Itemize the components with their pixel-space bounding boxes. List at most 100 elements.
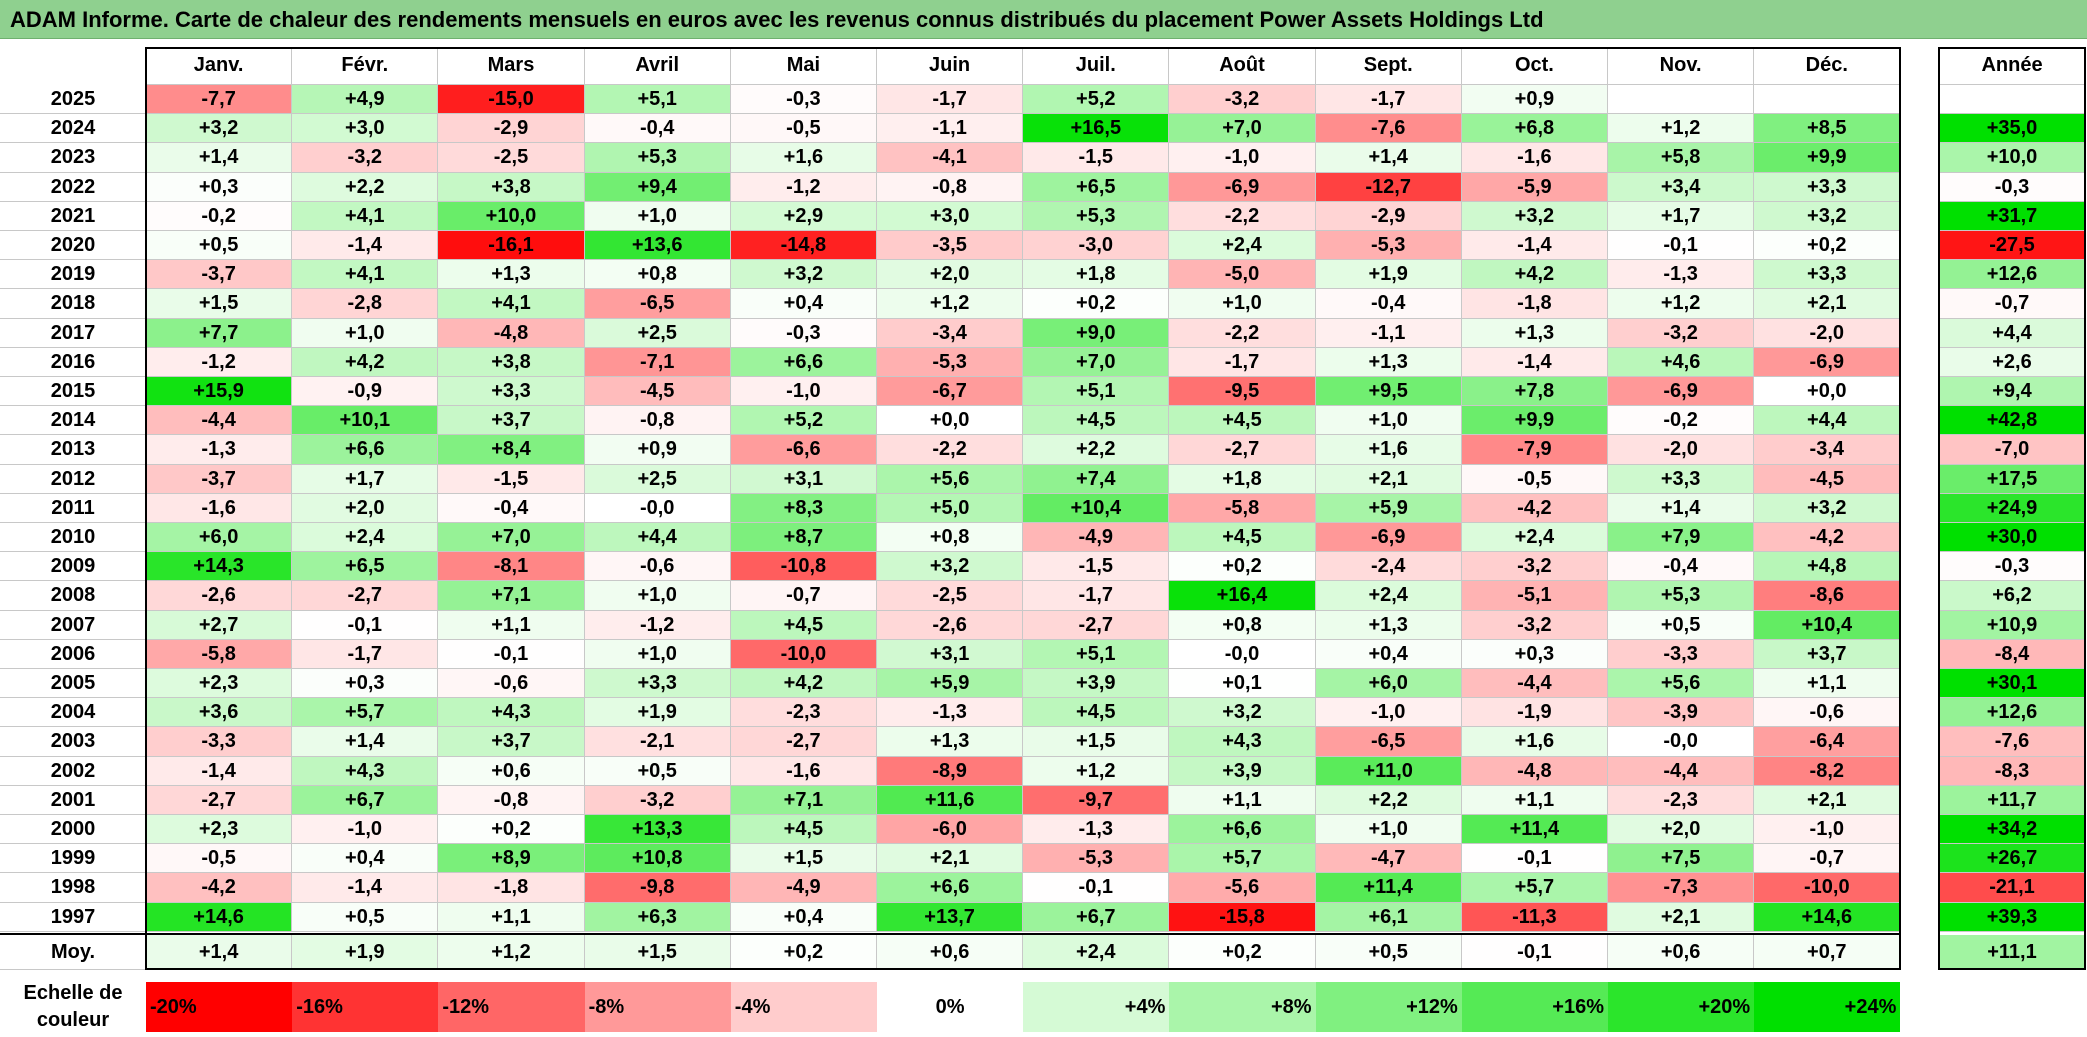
heatmap-cell: +4,6 (1608, 347, 1755, 377)
heatmap-cell: -3,2 (1461, 610, 1608, 640)
annual-cell: -21,1 (1939, 873, 2086, 903)
annual-cell: +10,0 (1939, 143, 2086, 173)
heatmap-cell: -1,4 (1461, 231, 1608, 261)
annual-cell: +42,8 (1939, 406, 2086, 436)
heatmap-cell: +7,0 (438, 523, 585, 553)
average-cell: +1,5 (584, 934, 731, 970)
heatmap-cell: -7,7 (146, 85, 293, 115)
heatmap-cell: -1,5 (1023, 552, 1170, 582)
heatmap-cell: -5,3 (1315, 231, 1462, 261)
average-cell: +2,4 (1023, 934, 1170, 970)
heatmap-cell: +1,5 (1023, 727, 1170, 757)
color-scale-swatch: -16% (292, 982, 439, 1032)
heatmap-cell: +2,1 (877, 844, 1024, 874)
row-year-label: 1998 (0, 873, 146, 903)
annual-cell: -8,4 (1939, 639, 2086, 669)
heatmap-cell: -4,8 (1461, 756, 1608, 786)
heatmap-cell: -2,3 (730, 698, 877, 728)
heatmap-cell: +2,0 (877, 260, 1024, 290)
heatmap-cell: +3,3 (1608, 464, 1755, 494)
heatmap-cell: +3,3 (1754, 172, 1901, 202)
heatmap-cell: +0,2 (438, 815, 585, 845)
heatmap-cell: +3,2 (1754, 493, 1901, 523)
heatmap-cell: +4,3 (438, 698, 585, 728)
heatmap-cell: +9,0 (1023, 318, 1170, 348)
heatmap-cell: +6,6 (292, 435, 439, 465)
heatmap-cell: -1,7 (292, 639, 439, 669)
average-cell: +1,9 (292, 934, 439, 970)
annual-cell: +11,7 (1939, 785, 2086, 815)
heatmap-cell: +3,8 (438, 347, 585, 377)
heatmap-cell: +2,4 (1315, 581, 1462, 611)
heatmap-cell: -2,9 (1315, 201, 1462, 231)
annual-cell: +10,9 (1939, 610, 2086, 640)
average-cell: +1,4 (146, 934, 293, 970)
heatmap-cell: +4,1 (292, 260, 439, 290)
row-year-label: 2000 (0, 815, 146, 845)
heatmap-cell: +6,6 (877, 873, 1024, 903)
heatmap-cell: -3,2 (292, 143, 439, 173)
heatmap-cell: +1,7 (1608, 201, 1755, 231)
heatmap-cell: -0,4 (1315, 289, 1462, 319)
heatmap-cell: +1,3 (438, 260, 585, 290)
annual-cell: -0,3 (1939, 172, 2086, 202)
heatmap-cell: +0,5 (146, 231, 293, 261)
heatmap-cell: +7,7 (146, 318, 293, 348)
heatmap-cell: +2,5 (584, 464, 731, 494)
heatmap-cell: +3,0 (292, 114, 439, 144)
row-year-label: 2006 (0, 639, 146, 669)
heatmap-cell: -14,8 (730, 231, 877, 261)
heatmap-cell: -2,3 (1608, 785, 1755, 815)
heatmap-cell: -2,0 (1754, 318, 1901, 348)
heatmap-cell: -1,7 (1169, 347, 1316, 377)
heatmap-cell: -5,8 (1169, 493, 1316, 523)
heatmap-cell: +7,4 (1023, 464, 1170, 494)
heatmap-cell: +4,3 (292, 756, 439, 786)
row-year-label: 2023 (0, 143, 146, 173)
heatmap-cell: +4,5 (730, 610, 877, 640)
heatmap-cell: +15,9 (146, 377, 293, 407)
month-header: Févr. (292, 47, 439, 85)
heatmap-cell: +2,5 (584, 318, 731, 348)
color-scale-label: Echelle de couleur (0, 980, 146, 1036)
heatmap-cell: -11,3 (1461, 902, 1608, 932)
heatmap-cell: +2,4 (292, 523, 439, 553)
heatmap-cell: -1,6 (730, 756, 877, 786)
heatmap-cell: +1,2 (1023, 756, 1170, 786)
heatmap-cell: +10,8 (584, 844, 731, 874)
heatmap-cell: +8,7 (730, 523, 877, 553)
heatmap-cell: +5,1 (1023, 377, 1170, 407)
heatmap-cell: -1,2 (146, 347, 293, 377)
heatmap-cell: +6,1 (1315, 902, 1462, 932)
heatmap-cell: +5,3 (584, 143, 731, 173)
heatmap-cell: +1,9 (1315, 260, 1462, 290)
heatmap-cell: +2,9 (730, 201, 877, 231)
heatmap-cell: +1,2 (1608, 114, 1755, 144)
heatmap-cell: +10,4 (1023, 493, 1170, 523)
annual-cell: -7,0 (1939, 435, 2086, 465)
heatmap-cell: +4,2 (730, 669, 877, 699)
heatmap-cell: +0,2 (1169, 552, 1316, 582)
heatmap-cell: +13,6 (584, 231, 731, 261)
heatmap-cell: +5,3 (1608, 581, 1755, 611)
heatmap-cell: -3,2 (1169, 85, 1316, 115)
heatmap-cell: -4,5 (584, 377, 731, 407)
heatmap-cell: -3,3 (146, 727, 293, 757)
annual-cell: +35,0 (1939, 114, 2086, 144)
heatmap-cell: -0,1 (1608, 231, 1755, 261)
heatmap-cell: +4,1 (438, 289, 585, 319)
heatmap-cell: -7,9 (1461, 435, 1608, 465)
heatmap-cell: +6,0 (146, 523, 293, 553)
heatmap-cell: +2,3 (146, 669, 293, 699)
heatmap-cell: -2,0 (1608, 435, 1755, 465)
heatmap-cell: -0,8 (584, 406, 731, 436)
heatmap-cell: -1,5 (1023, 143, 1170, 173)
heatmap-cell: -3,7 (146, 464, 293, 494)
heatmap-cell: +0,5 (292, 902, 439, 932)
row-year-label: 2011 (0, 493, 146, 523)
heatmap-cell: +1,5 (146, 289, 293, 319)
average-cell: +0,6 (1608, 934, 1755, 970)
row-year-label: 2021 (0, 201, 146, 231)
heatmap-cell: +3,2 (1461, 201, 1608, 231)
heatmap-cell: +3,3 (584, 669, 731, 699)
